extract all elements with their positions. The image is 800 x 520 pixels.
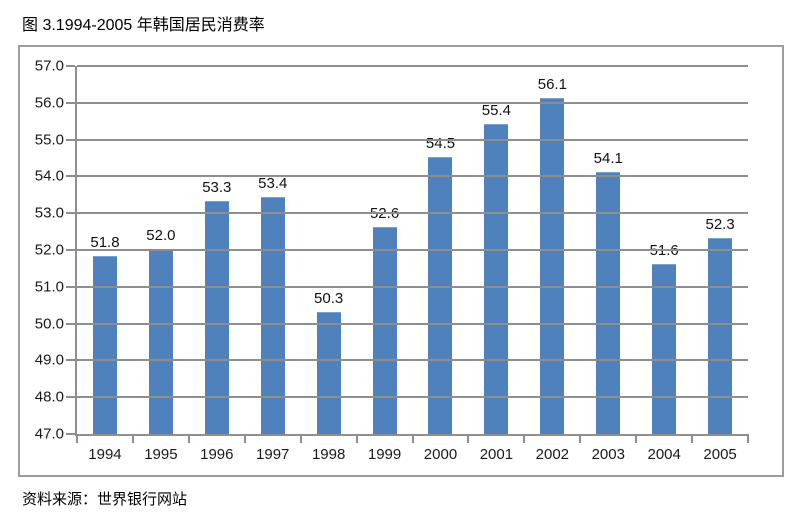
y-axis-tick — [66, 433, 75, 435]
x-axis-tick — [243, 434, 246, 443]
bar — [708, 237, 733, 434]
y-axis-tick — [66, 285, 75, 288]
gridline — [77, 212, 748, 215]
bar — [260, 197, 285, 434]
bar-value-label: 55.4 — [481, 101, 512, 119]
y-axis-tick — [66, 212, 75, 215]
y-axis-tick-label: 57.0 — [34, 57, 64, 75]
gridline — [77, 175, 748, 178]
x-axis-tick — [355, 434, 358, 443]
x-axis-tick-label: 2004 — [647, 446, 681, 463]
y-axis-tick — [66, 175, 75, 178]
bar — [92, 256, 117, 434]
bar-slot: 54.5 2000 — [413, 66, 469, 463]
y-axis-tick — [66, 65, 75, 67]
x-axis-tick-label: 2005 — [703, 446, 737, 463]
y-axis-tick — [66, 249, 75, 251]
x-axis-tick — [411, 434, 414, 443]
bar-slot: 53.3 1996 — [189, 66, 245, 463]
x-axis-tick-label: 1994 — [88, 446, 122, 463]
x-axis-tick — [691, 434, 694, 443]
bar-value-label: 54.1 — [593, 149, 623, 167]
source-note: 资料来源：世界银行网站 — [22, 491, 188, 508]
y-axis-tick-label: 56.0 — [34, 94, 64, 112]
y-axis-tick — [66, 138, 75, 141]
chart-frame: 57.0 56.0 55.0 54.0 53.0 52.0 51.0 50.0 49.0 48.0… — [18, 45, 784, 477]
bar-slot: 50.3 1998 — [301, 66, 357, 463]
y-axis-tick-label: 48.0 — [34, 388, 64, 406]
x-axis-tick — [747, 434, 749, 443]
gridline — [77, 101, 748, 104]
x-axis-tick — [76, 434, 78, 443]
gridline — [77, 322, 748, 325]
x-axis-tick-label: 1997 — [256, 446, 290, 463]
gridline — [77, 396, 748, 399]
bar — [204, 201, 229, 434]
y-axis-tick — [66, 101, 75, 104]
bar-slot: 52.3 2005 — [692, 66, 748, 463]
gridline — [77, 359, 748, 362]
x-axis-tick-label: 1995 — [144, 446, 178, 463]
bar-slot: 54.1 2003 — [580, 66, 636, 463]
x-axis-tick — [187, 434, 190, 443]
bar-value-label: 53.3 — [202, 179, 232, 197]
gridline — [77, 249, 748, 251]
x-axis-tick-label: 1996 — [200, 446, 234, 463]
gridline — [77, 285, 748, 288]
x-axis-tick — [299, 434, 302, 443]
y-axis-tick — [66, 359, 75, 362]
x-axis-tick — [579, 434, 582, 443]
y-axis-labels: 57.0 56.0 55.0 54.0 53.0 52.0 51.0 50.0 49.0 48.0… — [20, 58, 64, 443]
y-axis-tick-label: 49.0 — [34, 351, 64, 369]
chart-caption: 图 3.1994-2005 年韩国居民消费率 — [22, 17, 265, 34]
y-axis-tick-label: 51.0 — [34, 278, 64, 296]
x-axis-tick-label: 1999 — [367, 446, 402, 463]
bar-value-label: 52.0 — [146, 227, 176, 244]
x-axis-tick — [635, 434, 638, 443]
x-axis-tick-label: 2003 — [591, 446, 625, 463]
bar-slot: 53.4 1997 — [245, 66, 301, 463]
bar-value-label: 52.3 — [705, 215, 735, 233]
x-axis-tick-label: 2001 — [479, 446, 514, 463]
bar-slot: 52.0 1995 — [133, 66, 189, 463]
x-axis-tick — [131, 434, 134, 443]
y-axis-tick — [66, 396, 75, 399]
plot-area: 51.8 1994 52.0 1995 53.3 1996 53.4 1997 50.3 1998… — [66, 65, 749, 463]
x-axis-tick-label: 2000 — [423, 446, 458, 463]
x-axis-tick-label: 1998 — [311, 446, 346, 463]
bar — [484, 123, 509, 434]
gridline — [77, 65, 748, 67]
bar-value-label: 50.3 — [314, 289, 344, 307]
bar — [540, 98, 565, 434]
y-axis-tick-label: 50.0 — [34, 315, 64, 333]
bar — [428, 157, 453, 434]
bar — [148, 249, 173, 434]
bar — [652, 263, 677, 434]
bar-slot: 52.61999 — [357, 66, 413, 463]
bar-value-label: 54.5 — [425, 135, 456, 152]
x-axis-tick-label: 2002 — [535, 446, 570, 463]
bar — [372, 226, 397, 434]
y-axis-tick-label: 54.0 — [34, 167, 64, 185]
bar-value-label: 51.8 — [90, 234, 120, 252]
x-axis-tick — [523, 434, 526, 443]
y-axis-tick-label: 52.0 — [34, 241, 64, 259]
gridline — [77, 138, 748, 141]
y-axis-tick-label: 55.0 — [34, 131, 64, 149]
bar — [596, 171, 621, 434]
bar-value-label: 56.1 — [537, 76, 567, 94]
bar-value-label: 53.4 — [258, 175, 288, 193]
x-axis-tick — [467, 434, 470, 443]
bar-slot: 56.1 2002 — [524, 66, 580, 463]
bar — [316, 311, 341, 434]
y-axis-tick-label: 47.0 — [34, 425, 64, 443]
y-axis-tick — [66, 322, 75, 325]
y-axis-tick-label: 53.0 — [34, 204, 64, 222]
